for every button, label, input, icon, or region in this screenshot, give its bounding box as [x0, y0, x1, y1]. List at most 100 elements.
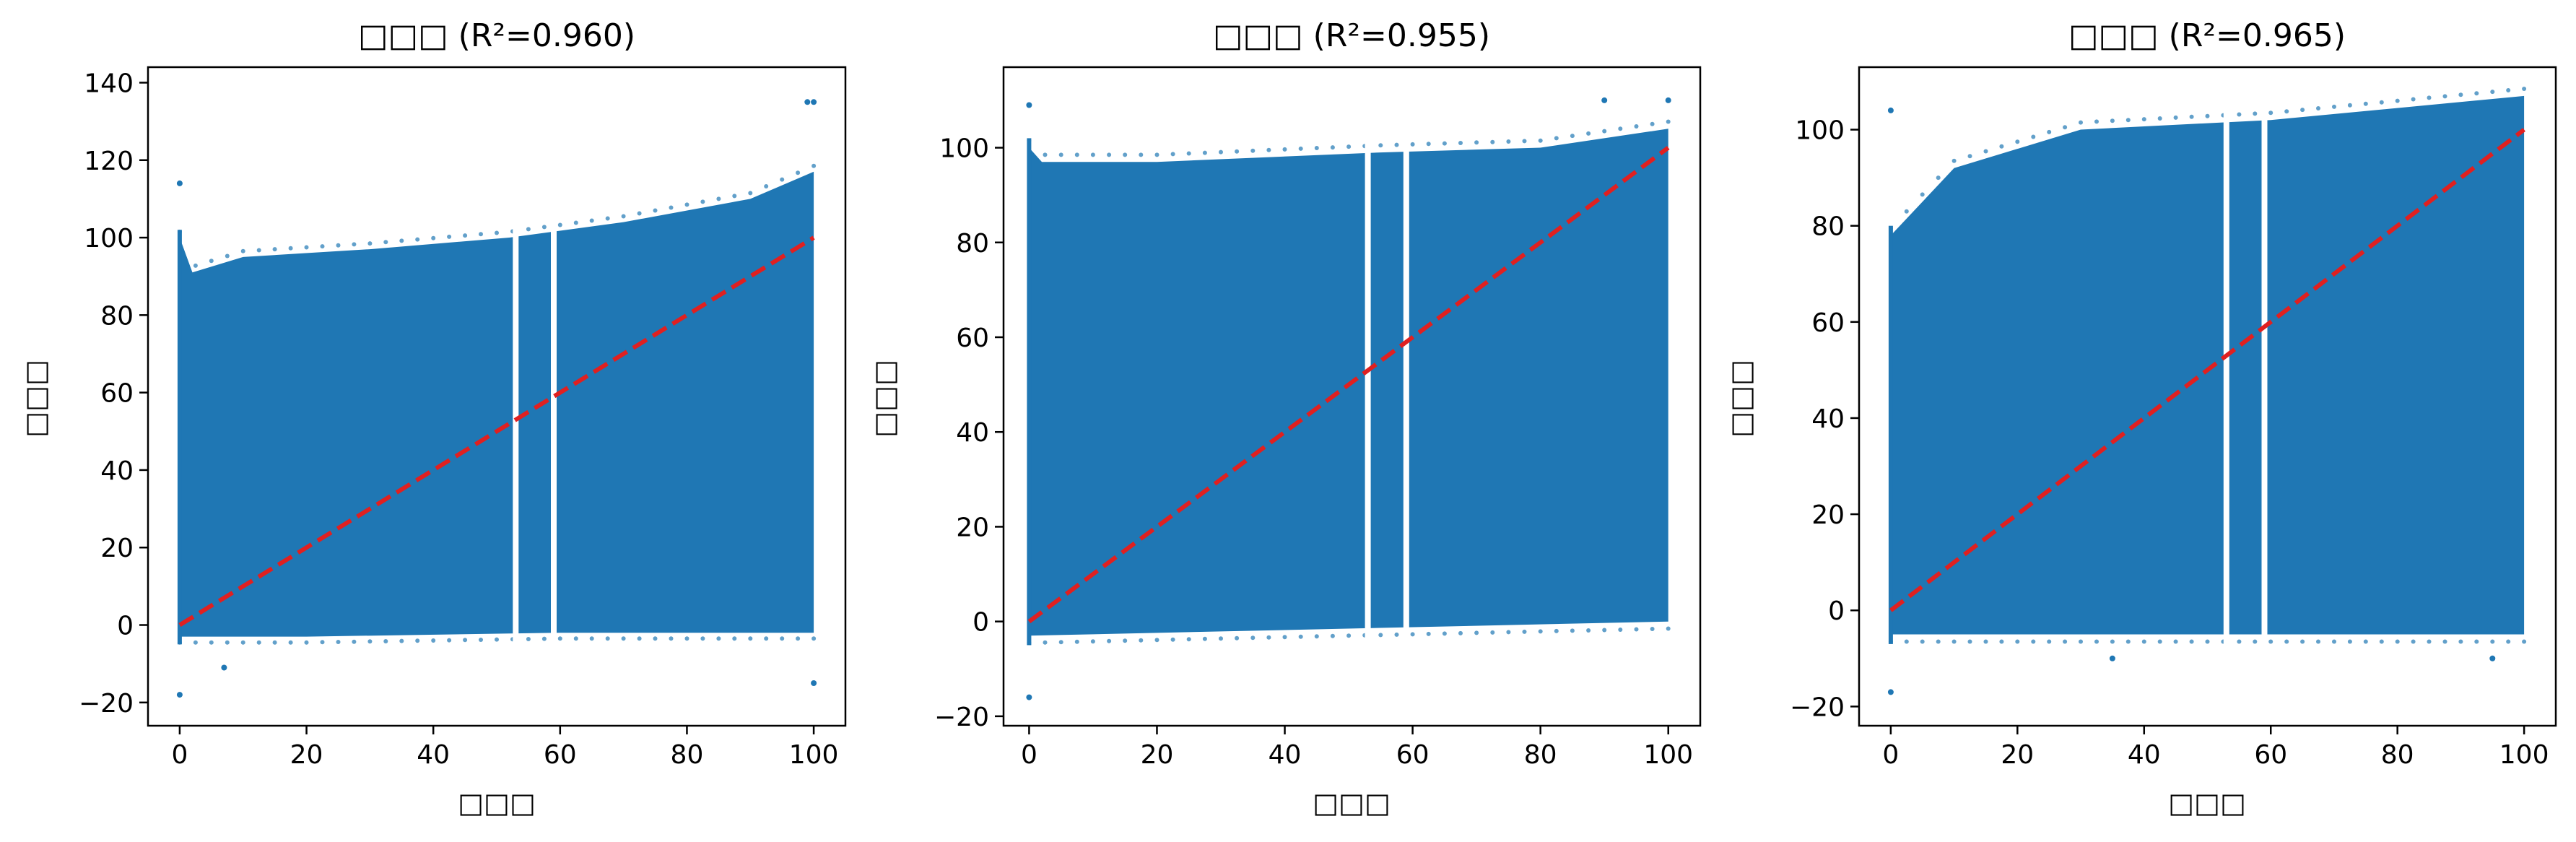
- scatter-point: [1920, 639, 1925, 644]
- scatter-point: [2411, 639, 2416, 644]
- scatter-point: [2300, 639, 2305, 644]
- scatter-point: [193, 263, 198, 268]
- y-tick-label: 40: [100, 456, 134, 486]
- scatter-point: [1887, 689, 1894, 695]
- scatter-point: [1266, 147, 1271, 152]
- scatter-point: [732, 636, 737, 641]
- scatter-point: [1410, 142, 1415, 147]
- x-tick-label: 100: [1643, 740, 1693, 770]
- scatter-point: [2316, 106, 2320, 110]
- scatter-point: [2047, 639, 2052, 644]
- scatter-point: [2015, 139, 2020, 144]
- scatter-point: [1570, 134, 1575, 139]
- scatter-point: [383, 240, 388, 245]
- scatter-strip-x0: [177, 230, 182, 645]
- scatter-point-band: [1890, 95, 2525, 635]
- scatter-point: [700, 199, 705, 204]
- scatter-point: [1282, 147, 1287, 152]
- scatter-point: [2079, 639, 2083, 644]
- scatter-point: [495, 637, 499, 642]
- scatter-point: [288, 246, 293, 251]
- scatter-point: [653, 208, 658, 213]
- scatter-point: [2173, 639, 2178, 644]
- scatter-point: [1043, 640, 1048, 645]
- scatter-point: [637, 636, 642, 641]
- scatter-point: [1618, 126, 1623, 131]
- scatter-point: [2442, 94, 2447, 99]
- x-tick-label: 20: [290, 740, 323, 770]
- scatter-point: [320, 244, 325, 249]
- y-tick-label: 40: [1811, 404, 1845, 434]
- scatter-point: [557, 636, 562, 641]
- scatter-point: [1154, 638, 1159, 643]
- scatter-point: [1554, 628, 1559, 633]
- scatter-point: [1666, 119, 1671, 124]
- scatter-point: [479, 638, 483, 642]
- scatter-point: [288, 640, 293, 645]
- scatter-point: [1139, 638, 1144, 643]
- scatter-point: [1967, 639, 1972, 644]
- scatter-point: [2332, 104, 2336, 109]
- scatter-point: [240, 248, 245, 253]
- scatter-point: [748, 636, 753, 641]
- scatter-point: [2458, 92, 2463, 97]
- scatter-point: [1058, 640, 1063, 645]
- y-tick-label: 60: [956, 324, 989, 353]
- scatter-point: [1170, 152, 1175, 157]
- scatter-point: [479, 232, 483, 237]
- scatter-point: [621, 214, 626, 219]
- scatter-point: [1474, 140, 1479, 145]
- y-tick-label: 80: [100, 301, 134, 331]
- scatter-point: [1474, 630, 1479, 635]
- x-tick-label: 60: [544, 740, 577, 770]
- x-tick-label: 0: [1882, 740, 1899, 770]
- scatter-point: [780, 177, 785, 182]
- scatter-point: [1043, 152, 1048, 157]
- scatter-point: [1202, 150, 1207, 155]
- scatter-point: [1186, 637, 1191, 642]
- scatter-point: [1951, 158, 1957, 163]
- scatter-point: [2522, 87, 2527, 91]
- scatter-point: [336, 640, 341, 644]
- y-tick-label: 60: [1811, 308, 1845, 338]
- x-tick-label: 20: [2001, 740, 2034, 770]
- scatter-strip-x0: [1888, 225, 1893, 644]
- reference-line: [1889, 128, 2525, 612]
- scatter-point: [1298, 146, 1303, 151]
- scatter-point: [495, 230, 499, 235]
- scatter-point: [684, 636, 689, 641]
- x-tick-label: 100: [789, 740, 839, 770]
- scatter-point: [1426, 142, 1431, 147]
- scatter-point: [1951, 639, 1957, 644]
- scatter-point: [605, 216, 610, 221]
- scatter-gap: [513, 225, 519, 646]
- scatter-point: [2347, 103, 2352, 108]
- scatter-point: [1634, 124, 1639, 129]
- subplot-1: □□□ (R²=0.960) 0 20 40 60 80 100 −20 0 20 40 60 80 1…: [19, 17, 847, 819]
- y-tick-label: 0: [117, 612, 134, 641]
- scatter-point: [1410, 632, 1415, 637]
- scatter-point: [399, 638, 404, 643]
- scatter-point: [811, 99, 817, 105]
- scatter-point: [1904, 209, 1909, 214]
- scatter-point: [637, 211, 642, 216]
- scatter-point: [2205, 639, 2210, 644]
- y-tick-label: 20: [100, 534, 134, 563]
- scatter-point: [1154, 152, 1159, 157]
- scatter-point: [1266, 635, 1271, 640]
- scatter-point: [1170, 637, 1175, 642]
- scatter-point: [1458, 630, 1463, 635]
- scatter-point: [1936, 639, 1941, 644]
- scatter-point: [1139, 152, 1144, 157]
- scatter-gap: [551, 220, 557, 645]
- scatter-point: [1458, 141, 1463, 145]
- scatter-point: [1378, 633, 1383, 638]
- reference-line: [178, 235, 815, 628]
- scatter-point: [2474, 639, 2479, 644]
- scatter-point: [2300, 108, 2305, 113]
- scatter-point: [463, 233, 468, 238]
- scatter-point: [2063, 125, 2068, 130]
- scatter-point: [621, 636, 626, 641]
- y-tick-label: 60: [100, 379, 134, 409]
- scatter-point: [336, 243, 341, 248]
